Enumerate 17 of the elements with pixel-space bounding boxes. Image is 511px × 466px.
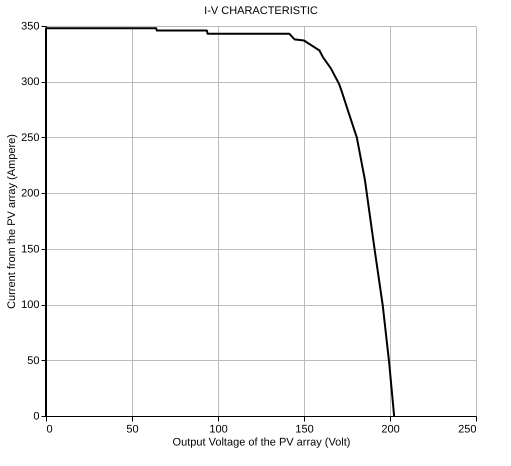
x-tick-label: 200 xyxy=(381,424,400,436)
y-tick-label: 100 xyxy=(21,299,40,312)
x-axis-title: Output Voltage of the PV array (Volt) xyxy=(172,436,350,448)
chart-title: I-V CHARACTERISTIC xyxy=(204,5,318,17)
y-tick-label: 150 xyxy=(21,243,40,256)
x-tick-label: 100 xyxy=(209,424,228,436)
x-tick-label: 150 xyxy=(295,424,314,436)
y-axis-title: Current from the PV array (Ampere) xyxy=(6,134,18,309)
x-tick-label: 50 xyxy=(126,424,139,436)
x-tick-label: 250 xyxy=(458,424,476,436)
y-tick-label: 0 xyxy=(33,410,40,422)
y-tick-label: 250 xyxy=(21,132,40,144)
x-tick-label: 0 xyxy=(46,424,53,436)
y-tick-label: 300 xyxy=(21,76,40,88)
y-tick-label: 50 xyxy=(27,354,40,367)
y-tick-label: 200 xyxy=(21,188,40,200)
y-tick-label: 350 xyxy=(21,20,40,32)
